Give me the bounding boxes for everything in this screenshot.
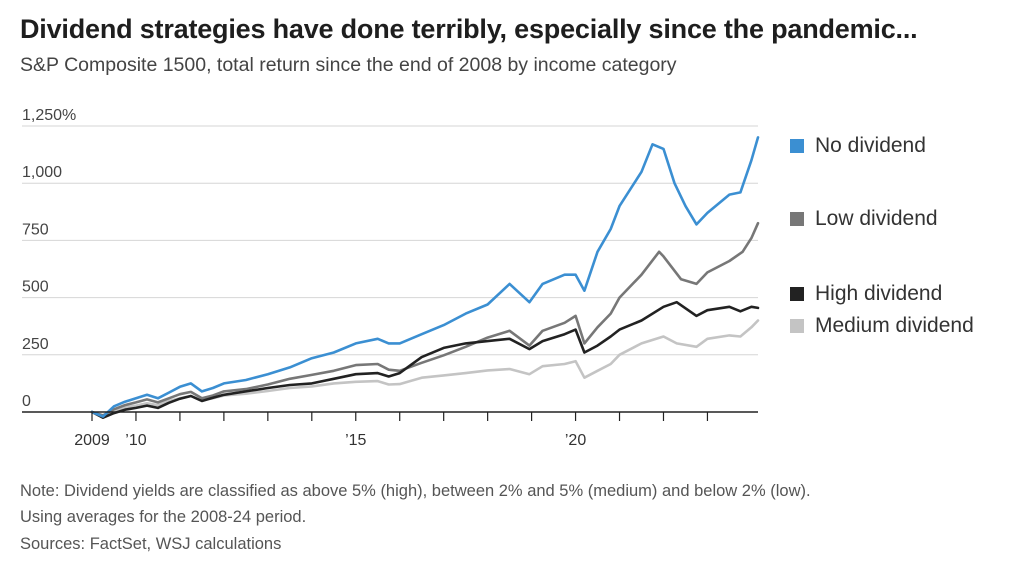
- gridlines: [22, 125, 758, 356]
- x-tick-label-2020: ’20: [565, 432, 586, 449]
- note-line-1: Note: Dividend yields are classified as …: [20, 482, 811, 500]
- y-tick-label-1250: 1,250%: [22, 107, 76, 124]
- y-tick-label-250: 250: [22, 336, 49, 353]
- legend-item-medium-dividend: Medium dividend: [790, 314, 974, 338]
- sources-line: Sources: FactSet, WSJ calculations: [20, 535, 282, 553]
- y-tick-label-750: 750: [22, 221, 49, 238]
- y-axis-labels: 1,250% 1,000 750 500 250 0: [22, 107, 76, 410]
- legend-swatch-low-dividend: [790, 212, 804, 226]
- legend-item-low-dividend: Low dividend: [790, 207, 938, 231]
- series-line-medium-dividend: [90, 319, 760, 418]
- legend-label-low-dividend: Low dividend: [815, 207, 938, 230]
- series-lines: [90, 136, 760, 419]
- legend-label-high-dividend: High dividend: [815, 282, 943, 305]
- legend-item-high-dividend: High dividend: [790, 282, 942, 306]
- x-tick-label-2010: ’10: [125, 432, 146, 449]
- x-tick-label-2009: 2009: [74, 432, 110, 449]
- y-tick-label-500: 500: [22, 279, 49, 296]
- legend-label-no-dividend: No dividend: [815, 134, 926, 157]
- series-line-low-dividend: [90, 221, 760, 417]
- y-tick-label-1000: 1,000: [22, 164, 62, 181]
- legend-item-no-dividend: No dividend: [790, 134, 926, 158]
- legend-swatch-no-dividend: [790, 139, 804, 153]
- x-axis: [22, 411, 758, 421]
- legend-label-medium-dividend: Medium dividend: [815, 314, 974, 337]
- x-tick-label-2015: ’15: [345, 432, 366, 449]
- note-line-2: Using averages for the 2008-24 period.: [20, 508, 307, 526]
- series-line-high-dividend: [90, 300, 760, 419]
- legend-swatch-medium-dividend: [790, 319, 804, 333]
- chart-subtitle: S&P Composite 1500, total return since t…: [20, 54, 677, 76]
- x-axis-labels: 2009 ’10 ’15 ’20: [74, 432, 586, 449]
- legend-swatch-high-dividend: [790, 287, 804, 301]
- series-line-no-dividend: [90, 136, 760, 418]
- chart-title: Dividend strategies have done terribly, …: [20, 14, 918, 44]
- y-tick-label-0: 0: [22, 393, 31, 410]
